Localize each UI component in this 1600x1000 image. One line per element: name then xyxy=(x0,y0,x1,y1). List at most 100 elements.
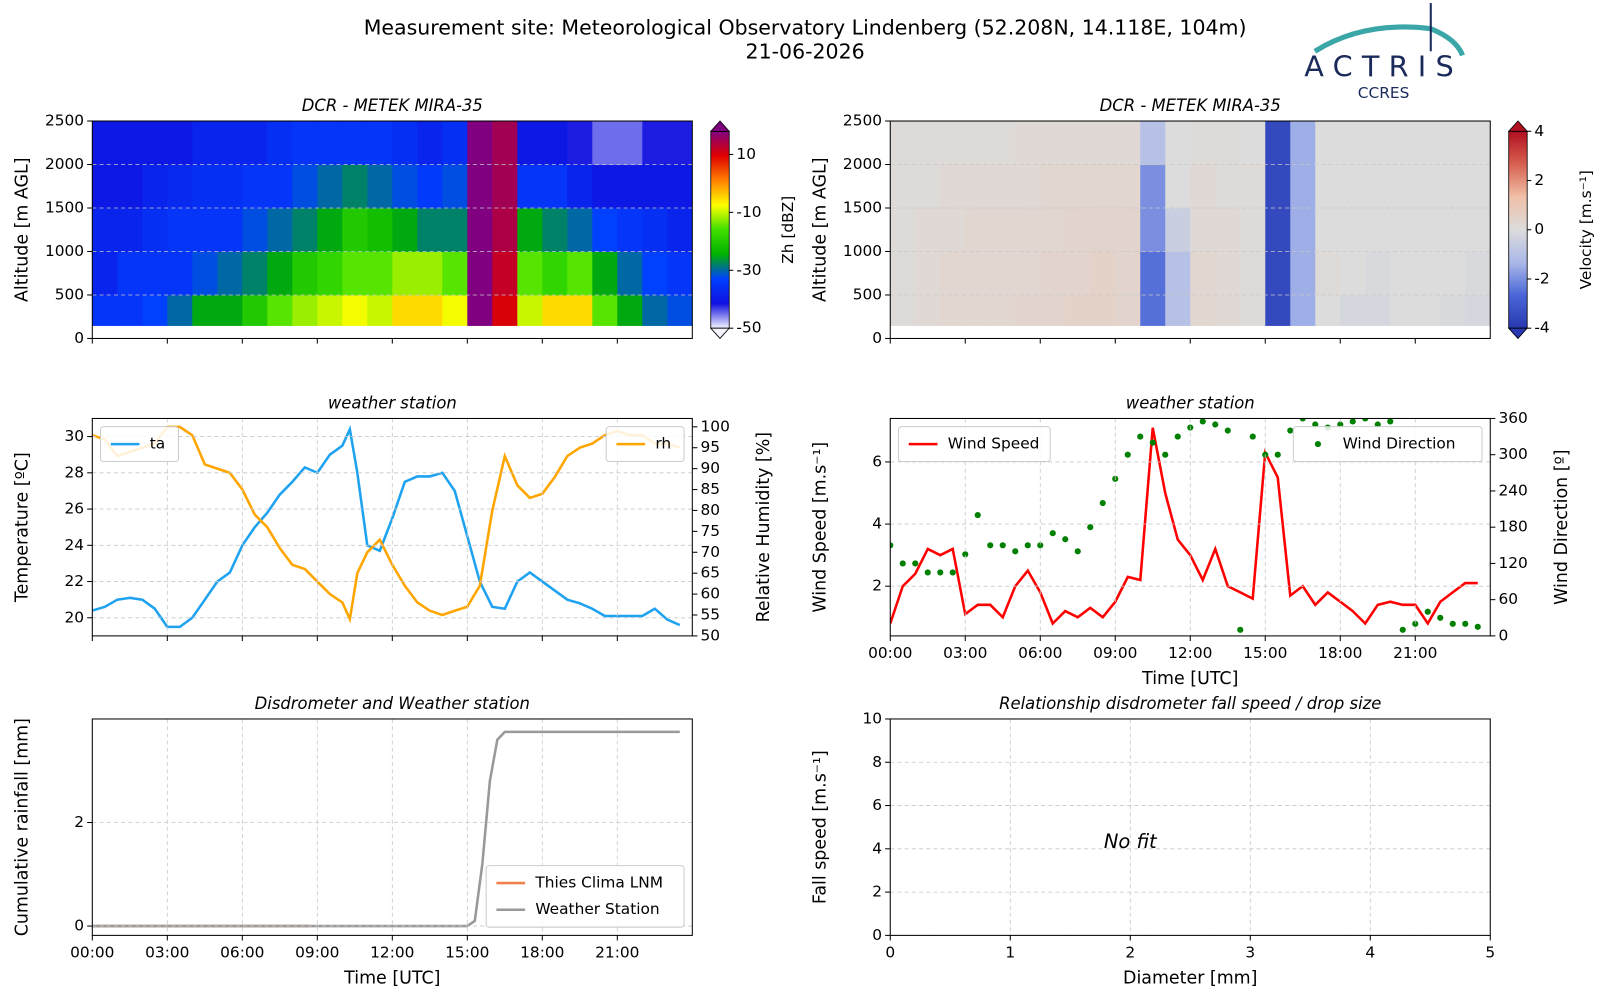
heatmap-cell xyxy=(92,121,118,166)
heatmap-cell xyxy=(1465,121,1491,166)
heatmap-cell xyxy=(117,164,143,209)
panel: weather station Wind Speed [m.s⁻¹] Wind Di… xyxy=(811,394,1573,689)
y2-tick-label: 65 xyxy=(701,564,721,582)
heatmap-cell xyxy=(1065,208,1091,253)
heatmap-cell xyxy=(592,121,618,166)
scatter-point xyxy=(962,551,969,558)
heatmap-cell xyxy=(267,121,293,166)
heatmap-cell xyxy=(592,294,618,326)
heatmap-cell xyxy=(1465,294,1491,326)
scatter-point xyxy=(1012,548,1019,555)
heatmap-cell xyxy=(317,164,343,209)
x-tick-label: 18:00 xyxy=(520,943,564,961)
heatmap-cell xyxy=(467,294,493,326)
y-tick-label: 6 xyxy=(872,796,882,814)
heatmap-cell xyxy=(1190,208,1216,253)
heatmap-cell xyxy=(1115,251,1141,296)
legend-marker xyxy=(1314,441,1322,448)
heatmap-cell xyxy=(990,208,1016,253)
y-tick-label: 2500 xyxy=(843,112,882,130)
scatter-point xyxy=(912,560,919,567)
heatmap-cell xyxy=(442,208,468,253)
heatmap-cell xyxy=(542,208,568,253)
heatmap-cell xyxy=(1040,121,1066,166)
heatmap-cell xyxy=(1390,208,1416,253)
logo: ACTRIS CCRES xyxy=(1304,3,1465,102)
series-line xyxy=(92,425,681,624)
plot-area xyxy=(92,121,693,326)
y-tick-label: 2 xyxy=(74,813,84,831)
scatter-point xyxy=(1212,421,1219,428)
heatmap-cell xyxy=(342,294,368,326)
scatter-point xyxy=(1162,451,1169,458)
heatmap-cell xyxy=(1465,208,1491,253)
y2-tick-label: 80 xyxy=(701,501,721,519)
heatmap-cell xyxy=(1090,251,1116,296)
scatter-point xyxy=(1299,418,1306,422)
heatmap-cell xyxy=(242,294,268,326)
heatmap-cell xyxy=(1415,251,1441,296)
scatter-point xyxy=(924,569,931,576)
panel: Disdrometer and Weather station Cumulativ… xyxy=(13,694,693,988)
y-axis-label: Cumulative rainfall [mm] xyxy=(13,718,33,936)
y-axis-label: Altitude [m AGL] xyxy=(13,157,33,302)
y-tick-label: 2 xyxy=(872,577,882,595)
heatmap-cell xyxy=(567,251,593,296)
heatmap-cell xyxy=(1365,121,1391,166)
heatmap-cell xyxy=(965,251,991,296)
heatmap-cell xyxy=(317,121,343,166)
legend-label: ta xyxy=(150,435,165,453)
x-tick-label: 5 xyxy=(1485,943,1495,961)
scatter-point xyxy=(1287,427,1294,434)
heatmap-cell xyxy=(1340,208,1366,253)
heatmap-cell xyxy=(117,294,143,326)
y-tick-label: 28 xyxy=(65,463,85,481)
heatmap-cell xyxy=(142,294,168,326)
y-tick-label: 0 xyxy=(74,329,84,347)
heatmap-cell xyxy=(592,251,618,296)
heatmap-cell xyxy=(1215,294,1241,326)
colorbar-label: Velocity [m.s⁻¹] xyxy=(1577,170,1595,289)
heatmap-cell xyxy=(1015,164,1041,209)
x-axis-label: Time [UTC] xyxy=(1141,669,1238,689)
heatmap-cell xyxy=(442,251,468,296)
heatmap-cell xyxy=(467,164,493,209)
heatmap-cell xyxy=(167,208,193,253)
heatmap-cell xyxy=(1165,294,1191,326)
heatmap-cell xyxy=(1065,294,1091,326)
heatmap-cell xyxy=(1465,164,1491,209)
heatmap-cell xyxy=(1165,164,1191,209)
heatmap-cell xyxy=(217,294,243,326)
heatmap-cell xyxy=(392,251,418,296)
heatmap-cell xyxy=(617,121,643,166)
y-axis-label: Temperature [ºC] xyxy=(13,452,33,603)
heatmap-cell xyxy=(1065,121,1091,166)
heatmap-cell xyxy=(417,208,443,253)
heatmap-cell xyxy=(367,294,393,326)
legend: Thies Clima LNM Weather Station xyxy=(485,865,685,928)
y2-tick-label: 180 xyxy=(1498,518,1527,536)
heatmap-cell xyxy=(1440,251,1466,296)
series-line xyxy=(92,425,681,629)
heatmap-cell xyxy=(965,121,991,166)
heatmap-cell xyxy=(417,164,443,209)
heatmap-cell xyxy=(1315,251,1341,296)
heatmap-cell xyxy=(1465,251,1491,296)
heatmap-cell xyxy=(940,164,966,209)
heatmap-cell xyxy=(1190,164,1216,209)
colorbar-label: Zh [dBZ] xyxy=(779,196,797,264)
heatmap-cell xyxy=(542,251,568,296)
heatmap-cell xyxy=(1040,251,1066,296)
heatmap-cell xyxy=(1240,164,1266,209)
heatmap-cell xyxy=(142,164,168,209)
scatter-point xyxy=(1312,421,1319,428)
scatter-point xyxy=(1374,421,1381,428)
colorbar-tick-label: -4 xyxy=(1534,319,1549,337)
y-tick-label: 2 xyxy=(872,883,882,901)
heatmap-cell xyxy=(1315,121,1341,166)
heatmap-cell xyxy=(642,121,668,166)
x-tick-label: 15:00 xyxy=(1243,644,1287,662)
heatmap-cell xyxy=(1315,294,1341,326)
scatter-point xyxy=(1062,536,1069,543)
heatmap-cell xyxy=(990,294,1016,326)
